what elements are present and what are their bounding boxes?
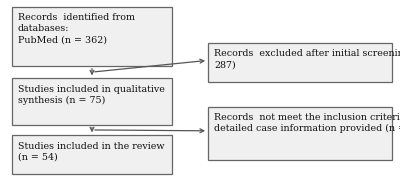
FancyBboxPatch shape [12,78,172,125]
Text: Records  not meet the inclusion criteria or no
detailed case information provide: Records not meet the inclusion criteria … [214,113,400,133]
FancyBboxPatch shape [12,135,172,174]
FancyBboxPatch shape [12,7,172,66]
Text: Studies included in qualitative
synthesis (n = 75): Studies included in qualitative synthesi… [18,85,165,105]
FancyBboxPatch shape [208,107,392,160]
FancyBboxPatch shape [208,43,392,82]
Text: Records  identified from
databases:
PubMed (n = 362): Records identified from databases: PubMe… [18,13,135,44]
Text: Records  excluded after initial screening (n =
287): Records excluded after initial screening… [214,49,400,69]
Text: Studies included in the review
(n = 54): Studies included in the review (n = 54) [18,142,164,162]
